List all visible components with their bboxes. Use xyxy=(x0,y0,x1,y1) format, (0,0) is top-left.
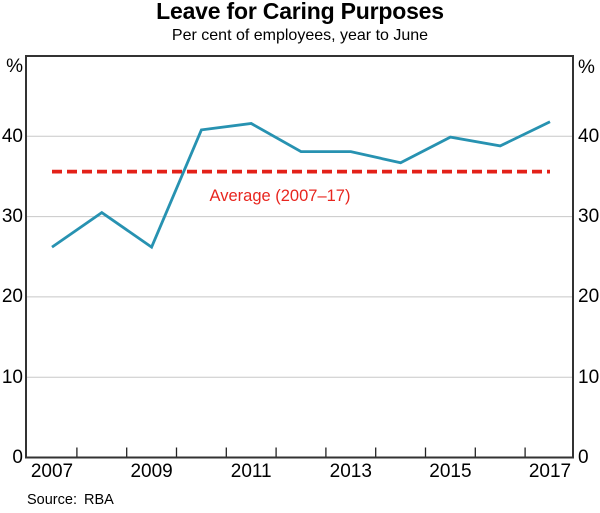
y-axis-label-right: 30 xyxy=(578,206,600,228)
y-axis-label-left: 30 xyxy=(1,206,23,228)
y-axis-unit-right: % xyxy=(578,57,595,78)
average-annotation: Average (2007–17) xyxy=(209,187,351,205)
y-axis-label-right: 20 xyxy=(578,286,600,308)
y-axis-label-left: 40 xyxy=(1,125,23,147)
y-axis-label-left: 0 xyxy=(12,447,23,468)
x-axis-label: 2007 xyxy=(30,461,74,482)
y-axis-label-right: 40 xyxy=(578,125,600,147)
source-value: RBA xyxy=(83,492,114,508)
x-axis-label: 2015 xyxy=(429,461,472,482)
x-axis-label: 2009 xyxy=(130,461,173,482)
x-axis-label: 2013 xyxy=(329,461,372,482)
plot-frame xyxy=(25,55,574,459)
source-note: Source: RBA xyxy=(27,491,114,509)
chart-title: Leave for Caring Purposes xyxy=(156,0,444,24)
y-axis-label-right: 0 xyxy=(578,447,589,468)
y-axis-unit-left: % xyxy=(6,56,23,77)
chart-subtitle: Per cent of employees, year to June xyxy=(171,27,429,44)
y-axis-label-left: 10 xyxy=(1,366,23,388)
y-axis-label-right: 10 xyxy=(578,366,600,388)
x-axis-label: 2011 xyxy=(230,461,272,482)
source-label: Source: xyxy=(27,492,77,508)
y-axis-label-left: 20 xyxy=(1,286,23,308)
series-line xyxy=(51,120,551,250)
x-axis-label: 2017 xyxy=(528,461,572,482)
